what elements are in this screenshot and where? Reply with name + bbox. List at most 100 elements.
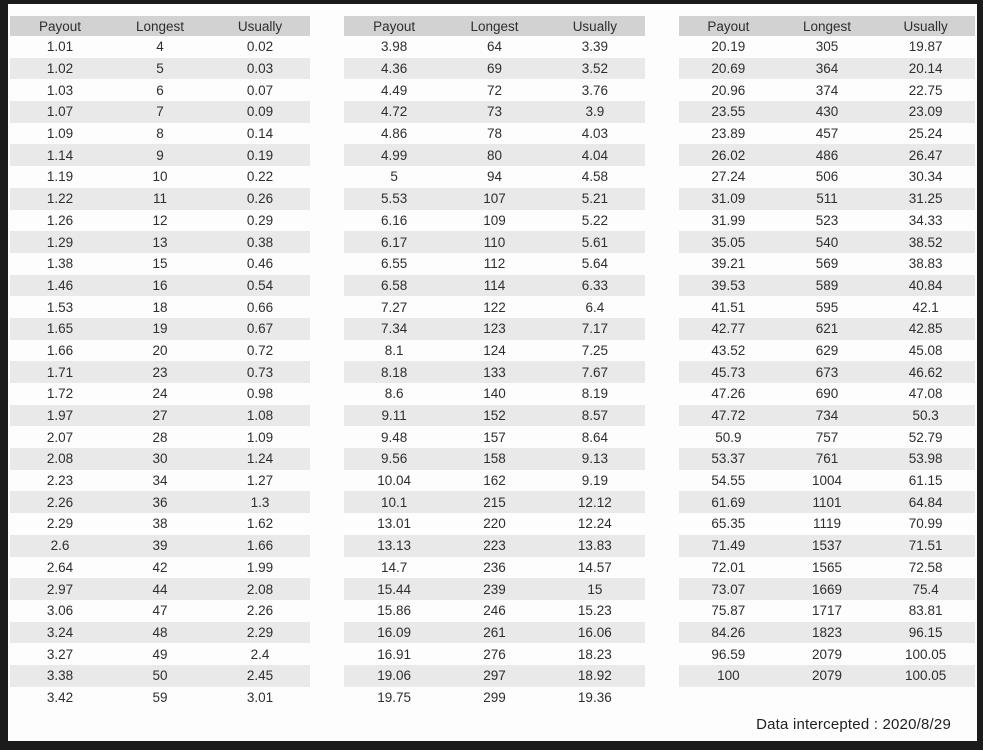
table-row: 20.69 364 20.14 <box>679 57 975 80</box>
table-row: 100 2079 100.05 <box>679 664 975 687</box>
table-cell: 42.1 <box>912 299 939 315</box>
table-row: 1.03 6 0.07 <box>10 79 310 101</box>
table-cell: 47.26 <box>711 386 746 402</box>
table-cell: 8 <box>156 126 164 142</box>
table-cell: 50 <box>110 664 210 687</box>
table-cell: 133 <box>444 361 545 383</box>
table-row: 54.55 1004 61.15 <box>679 470 975 492</box>
table-cell: 72.01 <box>711 559 746 575</box>
table-cell: 1.03 <box>46 82 74 98</box>
table-row: 84.26 1823 96.15 <box>679 621 975 644</box>
table-cell: 2.64 <box>46 559 74 575</box>
table-cell: 14.57 <box>577 559 612 575</box>
table-row: 1.07 7 0.09 <box>10 101 310 123</box>
table-cell: 9 <box>110 144 210 167</box>
table-cell: 12.12 <box>544 491 645 514</box>
table-cell: 23.55 <box>679 101 778 123</box>
table-cell: 1.19 <box>46 169 74 185</box>
table-row: 43.52 629 45.08 <box>679 340 975 362</box>
table-cell: 72.58 <box>908 559 943 575</box>
table-cell: 16.06 <box>544 621 645 644</box>
table-cell: 15.86 <box>377 603 412 619</box>
table-cell: 0.09 <box>210 101 310 123</box>
table-cell: 158 <box>444 448 545 470</box>
table-row: 50.9 757 52.79 <box>679 426 975 448</box>
table-row: 2.26 36 1.3 <box>10 491 310 514</box>
table-cell: 46.62 <box>876 361 975 383</box>
table-cell: 2.29 <box>46 516 74 532</box>
table-cell: 114 <box>444 274 545 297</box>
table-row: 6.16 109 5.22 <box>344 210 645 232</box>
table-cell: 0.03 <box>210 57 310 80</box>
table-cell: 69 <box>444 57 545 80</box>
table-cell: 50.3 <box>876 404 975 427</box>
table-row: 8.18 133 7.67 <box>344 361 645 383</box>
table-cell: 20 <box>152 342 168 358</box>
table-cell: 3.9 <box>544 101 645 123</box>
table-cell: 3.42 <box>46 689 74 705</box>
table-cell: 8.6 <box>384 386 404 402</box>
header-row: Payout Longest Usually <box>10 16 310 36</box>
table-row: 9.48 157 8.64 <box>344 426 645 448</box>
table-cell: 1.08 <box>210 404 310 427</box>
table-cell: 0.72 <box>246 342 274 358</box>
table-row: 19.75 299 19.36 <box>344 687 645 709</box>
table-row: 9.11 152 8.57 <box>344 404 645 427</box>
table-cell: 6.16 <box>381 212 408 228</box>
table-cell: 157 <box>483 429 506 445</box>
table-cell: 589 <box>777 274 877 297</box>
table-row: 3.98 64 3.39 <box>344 36 645 58</box>
table-cell: 80 <box>444 144 545 167</box>
table-cell: 9.56 <box>344 448 445 470</box>
table-cell: 246 <box>483 603 506 619</box>
table-cell: 27 <box>110 404 210 427</box>
table-cell: 61.15 <box>908 473 943 489</box>
table-cell: 1.09 <box>46 126 74 142</box>
table-row: 35.05 540 38.52 <box>679 231 975 253</box>
table-cell: 96.59 <box>711 646 746 662</box>
table-cell: 34.33 <box>908 212 943 228</box>
table-cell: 12 <box>152 212 168 228</box>
table-cell: 1.02 <box>10 57 110 80</box>
column-header: Payout <box>10 16 110 36</box>
table-row: 16.91 276 18.23 <box>344 643 645 665</box>
table-cell: 2.07 <box>46 429 74 445</box>
table-3-header: Payout Longest Usually <box>679 16 975 36</box>
table-cell: 5.21 <box>544 187 645 210</box>
table-2-body: 3.98 64 3.39 4.36 69 3.52 4.49 72 3.76 4.72 73 3.9 4… <box>344 36 645 708</box>
table-row: 75.87 1717 83.81 <box>679 600 975 622</box>
header-row: Payout Longest Usually <box>344 16 645 36</box>
table-row: 1.97 27 1.08 <box>10 404 310 427</box>
table-cell: 16.09 <box>344 621 445 644</box>
table-row: 7.27 122 6.4 <box>344 296 645 318</box>
table-cell: 2.45 <box>210 664 310 687</box>
table-row: 3.24 48 2.29 <box>10 621 310 644</box>
table-cell: 140 <box>483 386 506 402</box>
table-cell: 0.22 <box>246 169 274 185</box>
table-cell: 10.1 <box>344 491 445 514</box>
table-cell: 61.69 <box>679 491 778 514</box>
table-cell: 13.83 <box>544 534 645 557</box>
table-cell: 0.07 <box>246 82 274 98</box>
table-cell: 25.24 <box>908 126 943 142</box>
table-cell: 38.83 <box>908 256 943 272</box>
table-cell: 18.92 <box>544 664 645 687</box>
table-row: 1.01 4 0.02 <box>10 36 310 58</box>
table-row: 31.99 523 34.33 <box>679 210 975 232</box>
table-cell: 28 <box>152 429 168 445</box>
table-cell: 5.64 <box>581 256 608 272</box>
table-cell: 0.98 <box>246 386 274 402</box>
table-2-header: Payout Longest Usually <box>344 16 645 36</box>
table-cell: 3.98 <box>381 39 408 55</box>
table-cell: 3.06 <box>46 603 74 619</box>
table-cell: 7.17 <box>544 317 645 340</box>
table-row: 53.37 761 53.98 <box>679 448 975 470</box>
table-cell: 36 <box>110 491 210 514</box>
table-cell: 0.38 <box>210 231 310 253</box>
table-row: 47.72 734 50.3 <box>679 404 975 427</box>
table-cell: 1537 <box>777 534 877 557</box>
table-cell: 4.04 <box>544 144 645 167</box>
table-cell: 6.55 <box>381 256 408 272</box>
table-row: 1.66 20 0.72 <box>10 340 310 362</box>
table-row: 3.38 50 2.45 <box>10 664 310 687</box>
